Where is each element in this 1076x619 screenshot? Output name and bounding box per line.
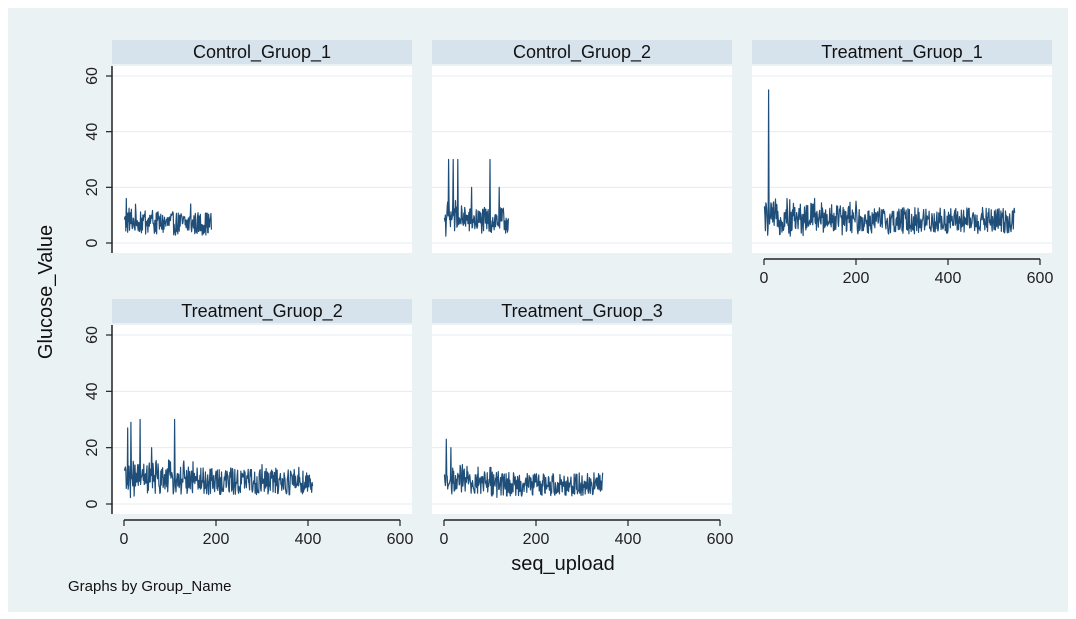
graphs-by-note: Graphs by Group_Name (68, 578, 231, 595)
x-tick-label: 200 (523, 531, 550, 548)
panel-title: Control_Gruop_1 (193, 42, 331, 63)
series-line (763, 89, 1016, 237)
panel-1: Control_Gruop_1 0 20 40 60 (84, 40, 412, 253)
x-tick-label: 0 (440, 531, 449, 548)
y-tick-label: 0 (84, 499, 101, 508)
y-tick-label: 40 (84, 123, 101, 141)
x-tick-label: 600 (707, 531, 734, 548)
x-tick-label: 600 (1027, 270, 1054, 287)
panel-title: Treatment_Gruop_3 (501, 301, 662, 322)
panels-layer: Control_Gruop_1 0 20 40 60 Control_Gruop_2 Tre… (84, 40, 1053, 548)
series-line (443, 158, 509, 237)
x-tick-label: 200 (843, 270, 870, 287)
x-tick-label: 400 (935, 270, 962, 287)
x-tick-label: 200 (203, 531, 230, 548)
panel-5: Treatment_Gruop_3 0 200 400 600 (432, 299, 733, 548)
panel-title: Control_Gruop_2 (513, 42, 651, 63)
x-tick-label: 0 (760, 270, 769, 287)
plot-area (112, 325, 412, 514)
x-tick-label: 400 (615, 531, 642, 548)
y-tick-label: 20 (84, 178, 101, 196)
x-tick-label: 400 (295, 531, 322, 548)
panel-strip (112, 40, 412, 64)
series-line (443, 438, 604, 498)
y-tick-label: 40 (84, 382, 101, 400)
panel-strip (432, 299, 732, 323)
panel-strip (432, 40, 732, 64)
x-tick-label: 600 (387, 531, 414, 548)
y-tick-label: 60 (84, 326, 101, 344)
panel-title: Treatment_Gruop_1 (821, 42, 982, 63)
panel-2: Control_Gruop_2 (432, 40, 732, 253)
series-line (123, 197, 212, 236)
panel-strip (752, 40, 1052, 64)
panel-strip (112, 299, 412, 323)
x-axis-label: seq_upload (511, 553, 614, 575)
y-tick-label: 0 (84, 238, 101, 247)
x-tick-label: 0 (120, 531, 129, 548)
y-tick-label: 20 (84, 439, 101, 457)
panel-3: Treatment_Gruop_1 0 200 400 600 (752, 40, 1053, 287)
panel-title: Treatment_Gruop_2 (181, 301, 342, 322)
series-line (123, 418, 314, 499)
y-tick-label: 60 (84, 67, 101, 85)
y-axis-label: Glucose_Value (35, 225, 57, 359)
